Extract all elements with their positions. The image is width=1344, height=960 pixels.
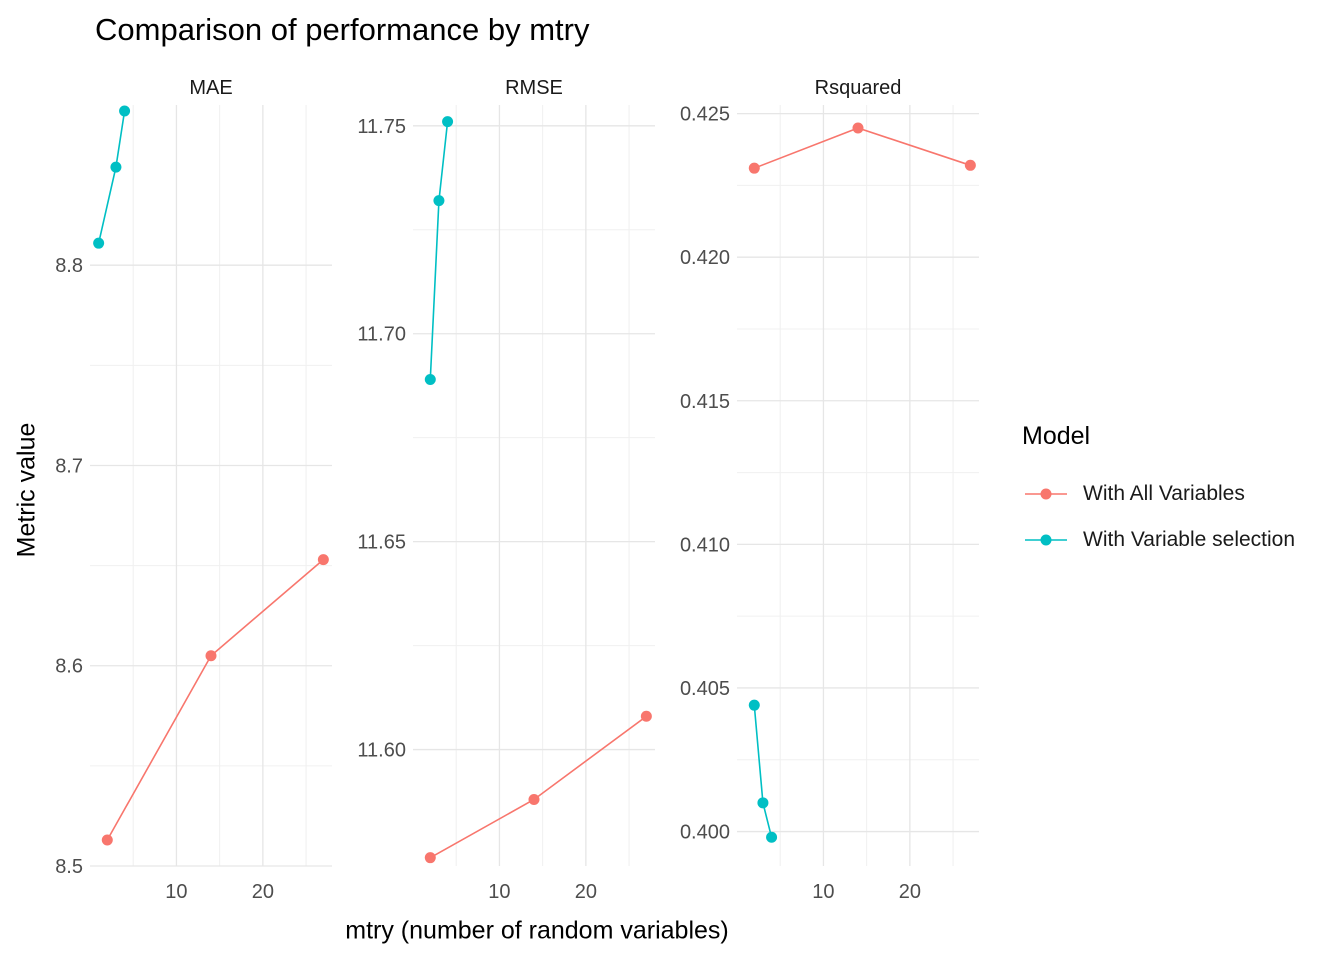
data-point-rmse-variable-selection (433, 195, 445, 207)
y-tick-label-rmse: 11.75 (357, 116, 406, 138)
data-point-rsquared-variable-selection (748, 699, 760, 711)
data-point-rsquared-all-variables (964, 159, 976, 171)
x-tick-label-rmse: 20 (575, 881, 597, 903)
data-point-mae-variable-selection (93, 237, 105, 249)
series-line-rsquared-variable-selection (753, 705, 773, 838)
data-point-mae-all-variables (205, 650, 217, 662)
y-tick-label-mae: 8.7 (55, 455, 83, 477)
data-point-rmse-variable-selection (442, 116, 454, 128)
legend-title: Model (1022, 422, 1091, 450)
y-tick-label-rsquared: 0.415 (680, 391, 730, 413)
x-tick-label-mae: 10 (165, 881, 187, 903)
y-tick-label-mae: 8.5 (55, 856, 83, 878)
series-line-rmse-variable-selection (429, 121, 449, 380)
series-line-rsquared-all-variables (753, 127, 971, 169)
legend-item-variable-selection: With Variable selection (1022, 517, 1295, 563)
y-tick-label-rsquared: 0.410 (680, 534, 730, 556)
data-point-mae-variable-selection (119, 105, 131, 117)
y-tick-label-rsquared: 0.420 (680, 247, 730, 269)
facet-title-rmse: RMSE (505, 77, 563, 99)
data-point-rmse-variable-selection (424, 373, 436, 385)
data-point-rmse-all-variables (528, 793, 540, 805)
y-tick-label-rsquared: 0.400 (680, 822, 730, 844)
y-tick-label-rsquared: 0.425 (680, 104, 730, 126)
y-tick-label-rmse: 11.70 (357, 324, 406, 346)
data-point-mae-all-variables (101, 834, 113, 846)
data-point-rsquared-variable-selection (766, 831, 778, 843)
x-tick-label-rmse: 10 (488, 881, 510, 903)
x-tick-label-rsquared: 10 (812, 881, 834, 903)
data-point-rsquared-all-variables (852, 122, 864, 134)
facet-title-mae: MAE (189, 77, 232, 99)
series-line-mae-all-variables (106, 558, 324, 841)
legend-item-all-variables: With All Variables (1022, 471, 1295, 517)
data-point-mae-variable-selection (110, 161, 122, 173)
y-tick-label-rsquared: 0.405 (680, 678, 730, 700)
y-axis-label: Metric value (12, 422, 41, 558)
y-tick-label-rmse: 11.65 (357, 532, 406, 554)
legend-label-variable-selection: With Variable selection (1083, 528, 1296, 551)
data-point-rmse-all-variables (424, 852, 436, 864)
legend-key-variable-selection-icon (1025, 534, 1067, 546)
facet-title-rsquared: Rsquared (815, 77, 902, 99)
y-tick-label-mae: 8.8 (55, 255, 83, 277)
legend: Model With All Variables With Variable s… (1022, 422, 1295, 563)
data-point-rsquared-all-variables (748, 162, 760, 174)
data-point-mae-all-variables (317, 554, 329, 566)
legend-label-all-variables: With All Variables (1083, 482, 1245, 505)
series-line-mae-variable-selection (97, 110, 126, 244)
x-axis-label: mtry (number of random variables) (345, 916, 729, 945)
y-tick-label-rmse: 11.60 (357, 740, 406, 762)
data-point-rmse-all-variables (640, 710, 652, 722)
data-point-rsquared-variable-selection (757, 797, 769, 809)
chart-title: Comparison of performance by mtry (95, 12, 590, 47)
series-line-rmse-all-variables (429, 715, 647, 859)
x-tick-label-mae: 20 (252, 881, 274, 903)
y-tick-label-mae: 8.6 (55, 656, 83, 678)
x-tick-label-rsquared: 20 (899, 881, 921, 903)
legend-key-all-variables-icon (1025, 488, 1067, 500)
